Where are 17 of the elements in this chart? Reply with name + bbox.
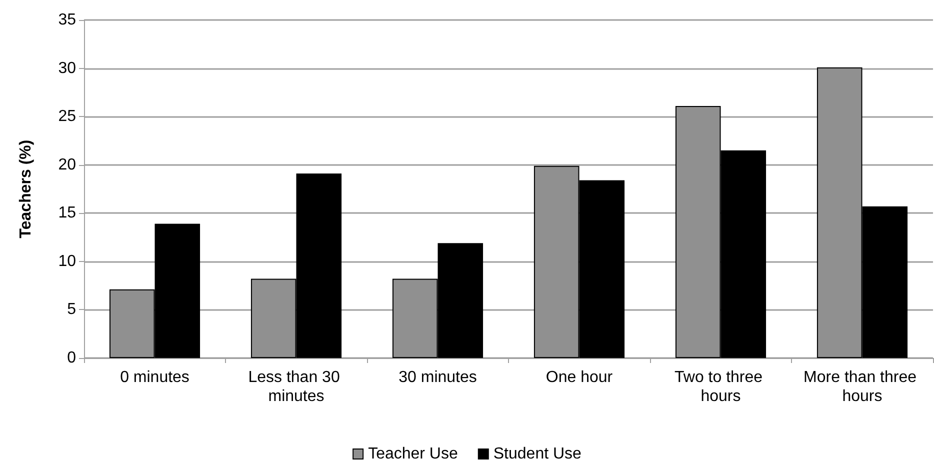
y-tick-label: 30	[58, 60, 76, 77]
y-tick-label: 10	[58, 252, 76, 270]
x-tick-label: Two to three hours	[674, 369, 767, 405]
legend-label: Teacher Use	[368, 446, 458, 462]
y-tick-label: 25	[58, 108, 76, 126]
y-axis-title: Teachers (%)	[18, 140, 34, 238]
x-tick-label: Less than 30 minutes	[248, 369, 344, 405]
y-tick-label: 20	[58, 156, 76, 174]
x-tick-label: More than three hours	[804, 369, 921, 405]
x-tick-label: 30 minutes	[398, 369, 477, 386]
y-tick-label: 5	[67, 301, 76, 318]
x-tick-label: One hour	[546, 369, 614, 386]
y-tick-label: 35	[58, 12, 76, 28]
y-tick-label: 0	[67, 350, 76, 366]
x-tick-label: 0 minutes	[120, 369, 190, 386]
legend-label: Student Use	[493, 446, 582, 462]
y-tick-label: 15	[58, 204, 76, 222]
